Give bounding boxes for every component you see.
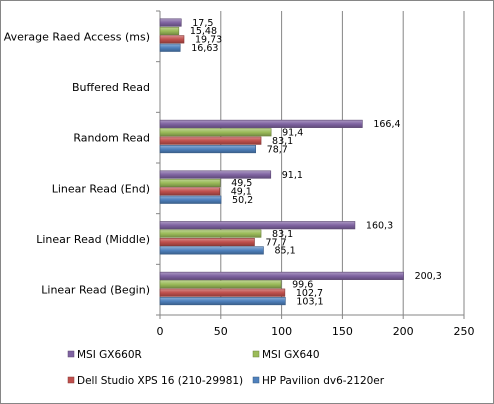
data-label: 19,73 bbox=[195, 35, 222, 46]
bar bbox=[159, 246, 264, 255]
data-label: 49,5 bbox=[231, 178, 252, 189]
bar bbox=[159, 145, 256, 154]
bar bbox=[159, 136, 262, 145]
bar bbox=[159, 18, 182, 27]
data-label: 102,7 bbox=[296, 288, 323, 299]
category-label: Random Read bbox=[73, 132, 150, 145]
legend-swatch bbox=[252, 350, 260, 358]
data-label: 78,7 bbox=[267, 144, 288, 155]
legend-label: HP Pavilion dv6-2120er bbox=[262, 375, 385, 387]
data-label: 166,4 bbox=[373, 119, 400, 130]
legend-label: Dell Studio XPS 16 (210-29981) bbox=[77, 375, 243, 387]
data-label: 15,48 bbox=[190, 26, 217, 37]
data-label: 99,6 bbox=[292, 280, 313, 291]
data-label: 91,4 bbox=[282, 128, 303, 139]
data-label: 83,1 bbox=[272, 136, 293, 147]
category-label: Linear Read (Middle) bbox=[36, 233, 150, 246]
bar bbox=[159, 119, 363, 128]
x-tick-label: 200 bbox=[393, 325, 414, 338]
category-label: Buffered Read bbox=[72, 81, 150, 94]
legend-swatch bbox=[67, 376, 75, 384]
bar bbox=[159, 43, 181, 52]
data-label: 77,7 bbox=[265, 237, 286, 248]
legend-label: MSI GX640 bbox=[262, 349, 320, 361]
category-label: Linear Read (End) bbox=[52, 182, 150, 195]
data-label: 91,1 bbox=[282, 170, 303, 181]
data-label: 16,63 bbox=[191, 43, 218, 54]
bar bbox=[159, 170, 272, 179]
bar bbox=[159, 271, 404, 280]
bar bbox=[159, 229, 262, 238]
x-tick-label: 100 bbox=[271, 325, 292, 338]
data-label: 103,1 bbox=[296, 296, 323, 307]
bar bbox=[159, 35, 185, 44]
bar bbox=[159, 178, 221, 187]
bar bbox=[159, 288, 286, 297]
bar bbox=[159, 195, 222, 204]
x-tick-label: 50 bbox=[214, 325, 228, 338]
category-label: Linear Read (Begin) bbox=[41, 284, 150, 297]
legend-swatch bbox=[252, 376, 260, 384]
x-tick-label: 250 bbox=[454, 325, 475, 338]
bar bbox=[159, 280, 282, 289]
bar bbox=[159, 221, 356, 230]
data-label: 83,1 bbox=[272, 229, 293, 240]
bar bbox=[159, 26, 180, 36]
data-label: 160,3 bbox=[366, 220, 393, 231]
category-label: Average Raed Access (ms) bbox=[4, 30, 150, 43]
data-label: 85,1 bbox=[274, 246, 295, 257]
bar bbox=[159, 237, 255, 247]
bar bbox=[159, 128, 272, 137]
data-label: 17,5 bbox=[192, 18, 213, 29]
x-tick-label: 150 bbox=[332, 325, 353, 338]
legend-swatch bbox=[67, 350, 75, 358]
legend-label: MSI GX660R bbox=[77, 349, 142, 361]
data-label: 50,2 bbox=[232, 195, 253, 206]
data-label: 200,3 bbox=[415, 271, 442, 282]
x-tick-label: 0 bbox=[157, 325, 164, 338]
data-label: 49,1 bbox=[231, 187, 252, 198]
bar bbox=[159, 297, 286, 306]
bar bbox=[159, 187, 221, 196]
